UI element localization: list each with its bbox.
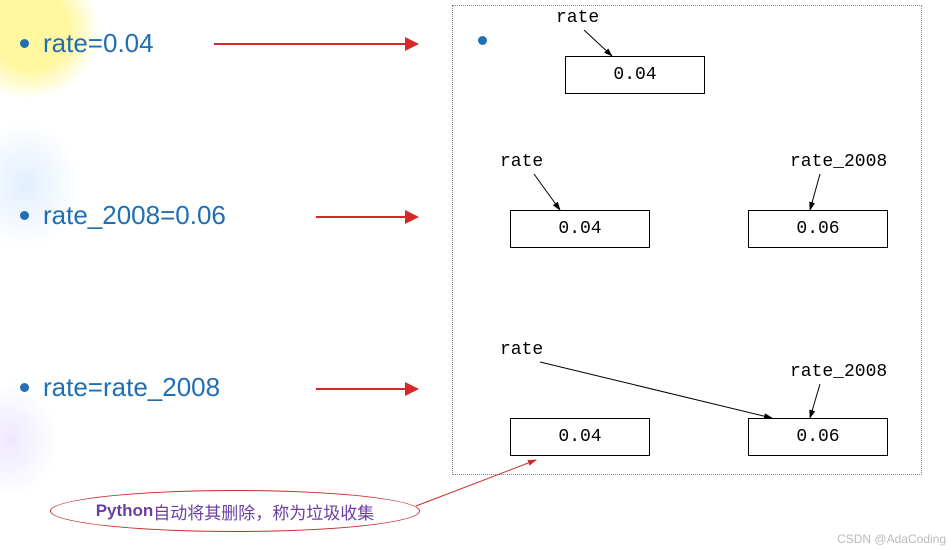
bullet-dot <box>20 39 29 48</box>
label-rate-s3: rate <box>500 340 543 360</box>
red-arrow-3 <box>316 388 414 390</box>
code-line-2: rate_2008=0.06 <box>20 200 226 231</box>
code-text-1: rate=0.04 <box>43 28 154 59</box>
red-arrow-2 <box>316 216 414 218</box>
label-rate2008-s3: rate_2008 <box>790 362 887 382</box>
panel-bullet <box>478 36 487 45</box>
gc-text: 自动将其删除，称为垃圾收集 <box>153 499 374 524</box>
box-004-s1: 0.04 <box>565 56 705 94</box>
bullet-dot <box>20 211 29 220</box>
label-rate2008-s2: rate_2008 <box>790 152 887 172</box>
code-line-3: rate=rate_2008 <box>20 372 220 403</box>
bullet-dot <box>20 383 29 392</box>
box-value: 0.06 <box>796 427 839 447</box>
code-text-3: rate=rate_2008 <box>43 372 220 403</box>
box-value: 0.04 <box>558 219 601 239</box>
watermark: CSDN @AdaCoding <box>837 532 946 546</box>
box-004-s2: 0.04 <box>510 210 650 248</box>
gc-note: Python 自动将其删除，称为垃圾收集 <box>50 490 420 532</box>
label-rate-s2: rate <box>500 152 543 172</box>
code-line-1: rate=0.04 <box>20 28 154 59</box>
box-value: 0.06 <box>796 219 839 239</box>
box-value: 0.04 <box>613 65 656 85</box>
red-arrow-1 <box>214 43 414 45</box>
box-006-s3: 0.06 <box>748 418 888 456</box>
box-006-s2: 0.06 <box>748 210 888 248</box>
label-rate-s1: rate <box>556 8 599 28</box>
box-value: 0.04 <box>558 427 601 447</box>
box-004-s3: 0.04 <box>510 418 650 456</box>
gc-python-word: Python <box>96 501 154 521</box>
code-text-2: rate_2008=0.06 <box>43 200 226 231</box>
